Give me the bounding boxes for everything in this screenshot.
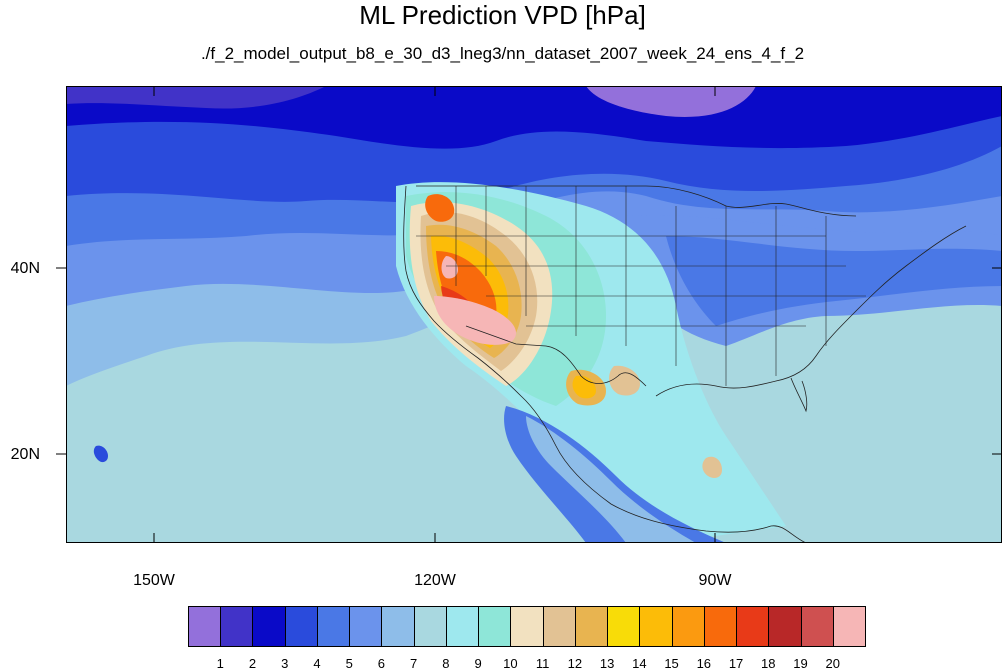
colorbar-swatch xyxy=(316,606,351,647)
colorbar-tick-label: 7 xyxy=(410,656,418,671)
colorbar-tick-label: 18 xyxy=(761,656,776,671)
colorbar-swatch xyxy=(832,606,866,647)
field-hotspot xyxy=(441,256,458,279)
colorbar-tick-label: 15 xyxy=(664,656,679,671)
map-panel xyxy=(66,86,1002,543)
colorbar-swatch xyxy=(574,606,609,647)
field-hawaii xyxy=(93,445,108,463)
colorbar-swatch xyxy=(542,606,576,647)
colorbar-tick-label: 2 xyxy=(248,656,257,671)
colorbar-tick-label: 16 xyxy=(696,656,712,671)
coastline-east xyxy=(655,225,967,397)
lon-label-90w: 90W xyxy=(698,572,732,589)
colorbar-tick-label: 4 xyxy=(313,656,321,671)
border-us-mexico xyxy=(465,325,647,387)
field-band-1 xyxy=(586,86,756,117)
colorbar-tick-label: 11 xyxy=(535,656,550,671)
colorbar-tick-label: 6 xyxy=(377,656,386,671)
colorbar-swatch xyxy=(736,606,770,647)
colorbar-swatch xyxy=(800,606,834,647)
colorbar-tick-label: 10 xyxy=(503,656,518,671)
colorbar-swatch xyxy=(639,606,673,647)
colorbar-tick-label: 1 xyxy=(216,656,224,671)
colorbar-tick-label: 5 xyxy=(345,656,353,671)
colorbar-tick-label: 9 xyxy=(474,656,482,671)
colorbar-tick-label: 19 xyxy=(793,656,808,671)
map-subtitle: ./f_2_model_output_b8_e_30_d3_lneg3/nn_d… xyxy=(200,44,805,63)
border-us-canada xyxy=(416,185,857,217)
colorbar-swatch xyxy=(349,606,383,647)
field-band-2 xyxy=(66,86,1002,149)
colorbar-swatch xyxy=(703,606,738,647)
lat-label-40n: 40N xyxy=(10,260,40,277)
colorbar-swatch xyxy=(768,606,802,647)
colorbar-swatch xyxy=(284,606,318,647)
lat-label-20n: 20N xyxy=(10,446,40,463)
colorbar-swatch xyxy=(510,606,544,647)
colorbar-tick-label: 12 xyxy=(567,656,583,671)
colorbar-tick-label: 20 xyxy=(825,656,840,671)
colorbar-swatch xyxy=(188,606,222,647)
vpd-field xyxy=(66,86,1002,543)
colorbar-tick-label: 17 xyxy=(728,656,744,671)
colorbar-tick-label: 13 xyxy=(599,656,615,671)
colorbar-swatch xyxy=(252,606,286,647)
field-band-1b xyxy=(66,86,326,109)
colorbar-swatch xyxy=(381,606,415,647)
field-oregon-17 xyxy=(425,194,455,222)
colorbar-swatch xyxy=(671,606,705,647)
coastline-florida xyxy=(790,377,808,413)
coastline-west xyxy=(403,185,807,543)
colorbar-swatch xyxy=(445,606,480,647)
colorbar-tick-label: 14 xyxy=(632,656,647,671)
field-yucatan-12 xyxy=(702,456,722,478)
field-texas-12 xyxy=(609,365,640,396)
colorbar-swatch xyxy=(220,606,254,647)
colorbar-swatch xyxy=(607,606,641,647)
map-title: ML Prediction VPD [hPa] xyxy=(359,0,646,30)
field-east-4 xyxy=(666,236,1002,326)
lon-label-150w: 150W xyxy=(133,572,175,589)
field-west-20 xyxy=(434,296,516,345)
colorbar-swatch xyxy=(413,606,447,647)
lon-label-120w: 120W xyxy=(414,572,456,589)
colorbar-tick-label: 3 xyxy=(281,656,289,671)
colorbar-tick-label: 8 xyxy=(442,656,450,671)
field-mexico-6 xyxy=(526,416,696,543)
colorbar xyxy=(188,606,866,647)
state-lines xyxy=(416,186,866,386)
field-texas-15 xyxy=(572,375,596,399)
colorbar-swatch xyxy=(478,606,512,647)
